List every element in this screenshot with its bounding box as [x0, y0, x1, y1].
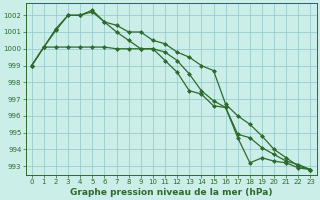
X-axis label: Graphe pression niveau de la mer (hPa): Graphe pression niveau de la mer (hPa): [70, 188, 272, 197]
